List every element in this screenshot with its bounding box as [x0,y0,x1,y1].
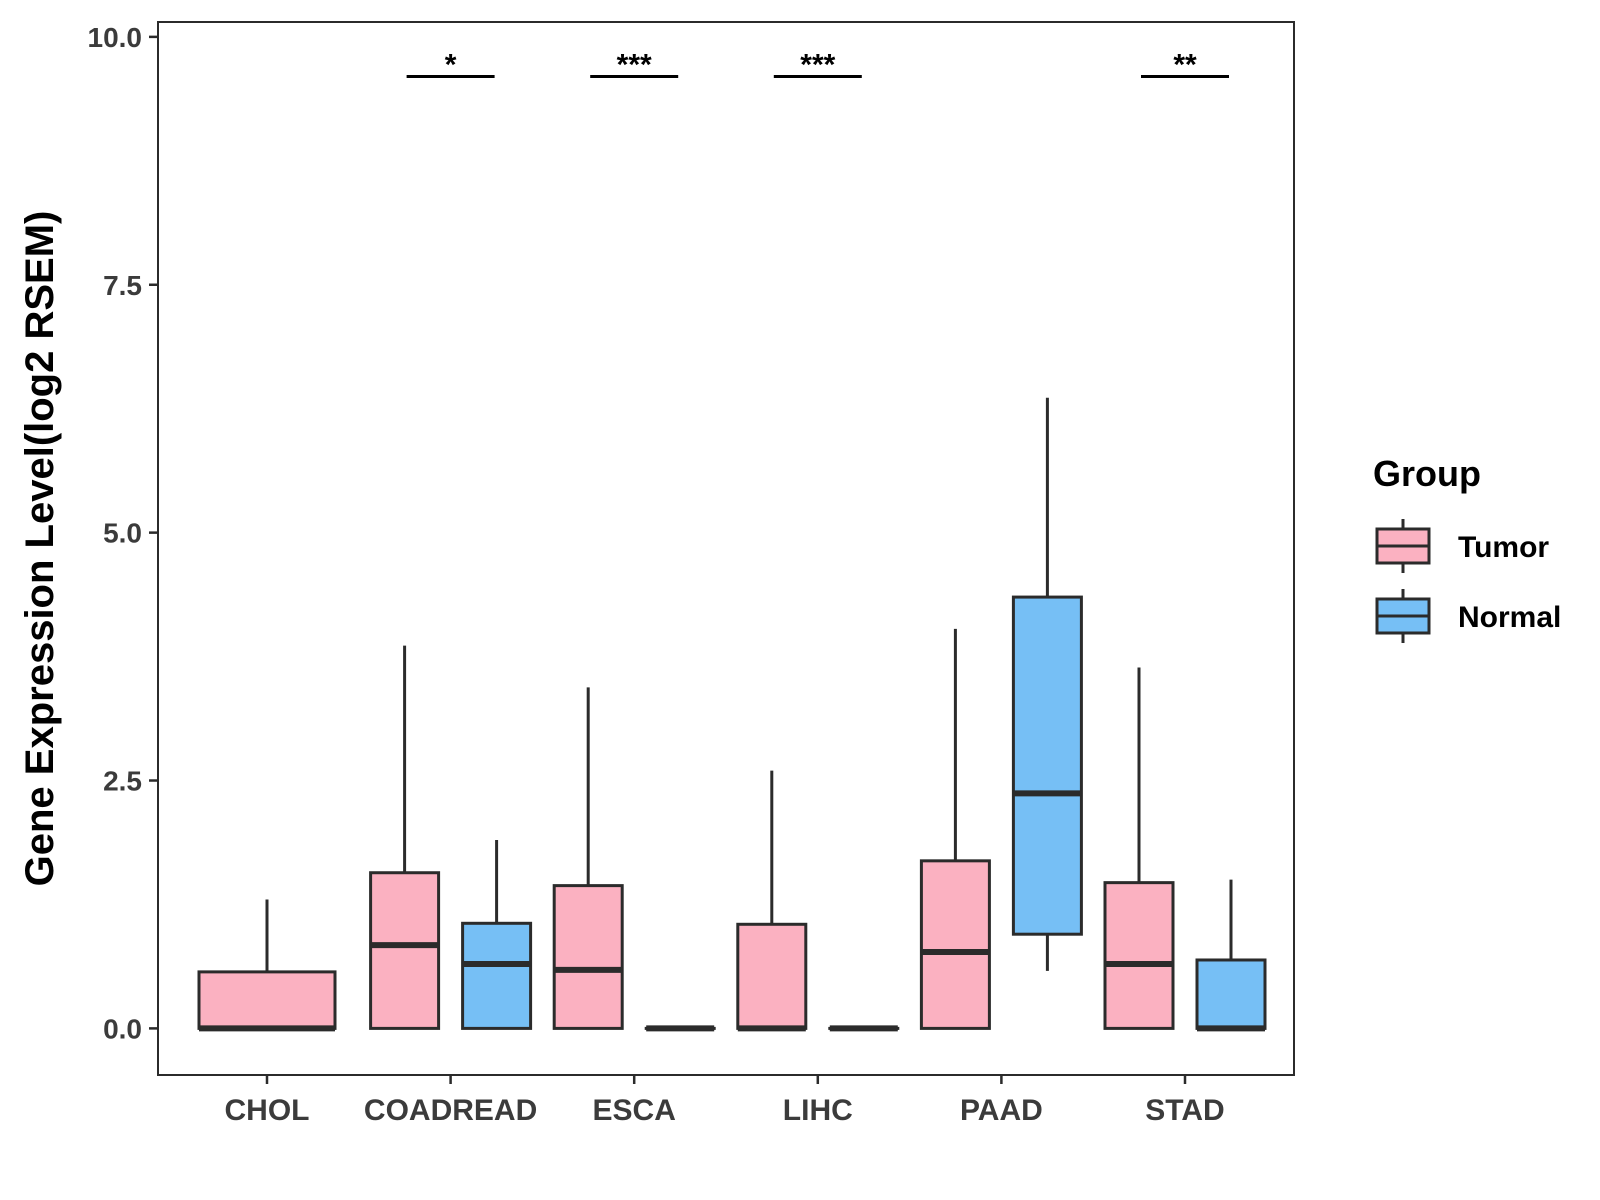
x-tick-label-coadread: COADREAD [364,1094,537,1127]
legend-item-normal: Normal [1375,589,1561,643]
legend-item-tumor: Tumor [1375,519,1549,573]
box-body [461,921,533,1030]
y-tick-label: 0.0 [103,1013,142,1044]
box-body [369,871,441,1030]
box-body [919,859,991,1030]
legend-title: Group [1373,453,1481,494]
box-chol-tumor [197,899,337,1032]
significance-label: *** [617,49,652,82]
box-body [1011,595,1083,936]
y-tick-label: 5.0 [103,518,142,549]
x-tick-label-chol: CHOL [225,1094,310,1127]
box-paad-tumor [919,628,991,1030]
box-body [197,970,337,1030]
box-body [552,884,624,1030]
significance-label: ** [1173,49,1197,82]
y-tick-label: 7.5 [103,270,142,301]
legend-label-normal: Normal [1458,601,1561,634]
y-axis-title: Gene Expression Level(log2 RSEM) [18,211,62,887]
box-esca-tumor [552,687,624,1030]
significance-stad: ** [1141,49,1229,82]
legend-label-tumor: Tumor [1458,531,1549,564]
significance-coadread: * [406,49,495,82]
x-tick-label-lihc: LIHC [783,1094,853,1127]
significance-label: *** [800,49,835,82]
box-stad-normal [1195,879,1267,1032]
box-stad-tumor [1103,667,1175,1030]
box-coadread-normal [461,840,533,1030]
box-coadread-tumor [369,645,441,1030]
plot-panel-border [157,21,1295,1076]
box-lihc-tumor [736,770,808,1032]
significance-lihc: *** [773,49,862,82]
x-tick-label-esca: ESCA [593,1094,676,1127]
box-body [736,922,808,1030]
y-tick-label: 2.5 [103,766,142,797]
x-tick-label-paad: PAAD [960,1094,1043,1127]
significance-label: * [445,49,457,82]
y-tick-label: 10.0 [88,22,143,53]
box-body [1103,881,1175,1030]
box-paad-normal [1011,397,1083,971]
significance-esca: *** [590,49,679,82]
x-tick-label-stad: STAD [1145,1094,1224,1127]
box-body [1195,958,1267,1030]
